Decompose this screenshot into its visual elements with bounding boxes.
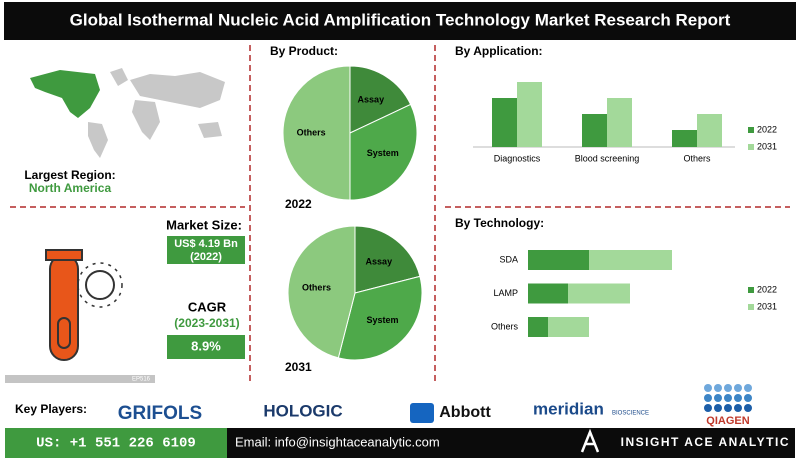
x-tick-label: Blood screening bbox=[575, 153, 640, 163]
pie-slice bbox=[349, 103, 418, 201]
bar bbox=[607, 98, 632, 147]
bar-segment bbox=[589, 250, 672, 270]
legend-swatch bbox=[748, 127, 754, 133]
cagr-box bbox=[167, 335, 245, 359]
market-size-label: Market Size: bbox=[166, 217, 242, 232]
y-tick-label: SDA bbox=[499, 254, 518, 264]
pie-slice bbox=[349, 65, 412, 134]
title-bar bbox=[4, 2, 796, 40]
title: Global Isothermal Nucleic Acid Amplifica… bbox=[70, 10, 731, 29]
south-america bbox=[88, 122, 108, 158]
slice-label: Assay bbox=[366, 257, 393, 267]
eurasia bbox=[130, 72, 225, 108]
brand: INSIGHT ACE ANALYTIC bbox=[621, 435, 790, 449]
pie-slice bbox=[354, 225, 421, 294]
footer-bar bbox=[227, 428, 795, 458]
greenland bbox=[110, 68, 128, 86]
x-tick-label: Diagnostics bbox=[494, 153, 541, 163]
x-tick-label: Others bbox=[683, 153, 711, 163]
legend-label: 2031 bbox=[757, 141, 777, 151]
market-size-box bbox=[167, 236, 245, 264]
slice-label: Others bbox=[297, 127, 326, 137]
bar-segment bbox=[528, 317, 548, 337]
player: Abbott bbox=[439, 404, 491, 421]
north-america bbox=[30, 70, 100, 118]
test-tube-icon bbox=[45, 249, 123, 361]
australia bbox=[198, 122, 222, 138]
africa bbox=[132, 100, 160, 140]
region-label: Largest Region: bbox=[24, 168, 115, 182]
region-value: North America bbox=[29, 181, 112, 195]
bar bbox=[672, 130, 697, 147]
bar-segment bbox=[528, 250, 589, 270]
legend-swatch bbox=[748, 144, 754, 150]
pie-slice bbox=[287, 225, 356, 359]
player-sub: BIOSCIENCE bbox=[612, 411, 649, 417]
pie-year: 2031 bbox=[285, 360, 312, 374]
section-title: By Application: bbox=[455, 44, 543, 58]
legend-label: 2022 bbox=[757, 124, 777, 134]
section-title: By Technology: bbox=[455, 216, 544, 230]
cagr-value: 8.9% bbox=[191, 338, 221, 353]
player: QIAGEN bbox=[706, 415, 749, 427]
bar bbox=[517, 82, 542, 147]
legend-label: 2022 bbox=[757, 284, 777, 294]
pie-slice bbox=[337, 275, 423, 361]
tube bbox=[49, 254, 79, 361]
bar-segment bbox=[528, 283, 568, 304]
market-size-year: (2022) bbox=[190, 251, 222, 263]
player: meridian bbox=[533, 399, 604, 418]
bar bbox=[492, 98, 517, 147]
slice-label: Others bbox=[302, 283, 331, 293]
market-size-value: US$ 4.19 Bn bbox=[174, 238, 238, 250]
section-title: By Product: bbox=[270, 44, 338, 58]
bar bbox=[582, 114, 607, 147]
player: GRIFOLS bbox=[118, 403, 202, 424]
bar bbox=[697, 114, 722, 147]
slice-label: System bbox=[366, 315, 398, 325]
legend-label: 2031 bbox=[757, 301, 777, 311]
brand-logo bbox=[580, 428, 600, 453]
tube-cap bbox=[45, 249, 83, 261]
cagr-period: (2023-2031) bbox=[174, 316, 239, 330]
slice-label: System bbox=[367, 148, 399, 158]
bar-segment bbox=[548, 317, 589, 337]
y-tick-label: Others bbox=[491, 321, 519, 331]
player: HOLOGIC bbox=[263, 401, 342, 420]
virus bbox=[85, 270, 115, 300]
pie-slice bbox=[282, 65, 351, 201]
email: Email: info@insightaceanalytic.com bbox=[235, 434, 440, 449]
cagr-label: CAGR bbox=[188, 299, 227, 314]
y-tick-label: LAMP bbox=[493, 288, 518, 298]
qiagen-dots bbox=[704, 384, 752, 412]
bar-segment bbox=[568, 283, 630, 304]
pie-year: 2022 bbox=[285, 197, 312, 211]
slice-label: Assay bbox=[358, 95, 385, 105]
phone-box bbox=[5, 428, 227, 458]
code: EP516 bbox=[132, 377, 151, 383]
phone: US: +1 551 226 6109 bbox=[36, 436, 196, 452]
code-bar bbox=[5, 375, 155, 383]
key-players-label: Key Players: bbox=[15, 402, 87, 416]
legend-swatch bbox=[748, 304, 754, 310]
legend-swatch bbox=[748, 287, 754, 293]
abbott-logo bbox=[410, 403, 434, 423]
world-map bbox=[30, 68, 225, 158]
virus-spikes bbox=[77, 262, 123, 308]
tube-mark bbox=[57, 317, 71, 349]
